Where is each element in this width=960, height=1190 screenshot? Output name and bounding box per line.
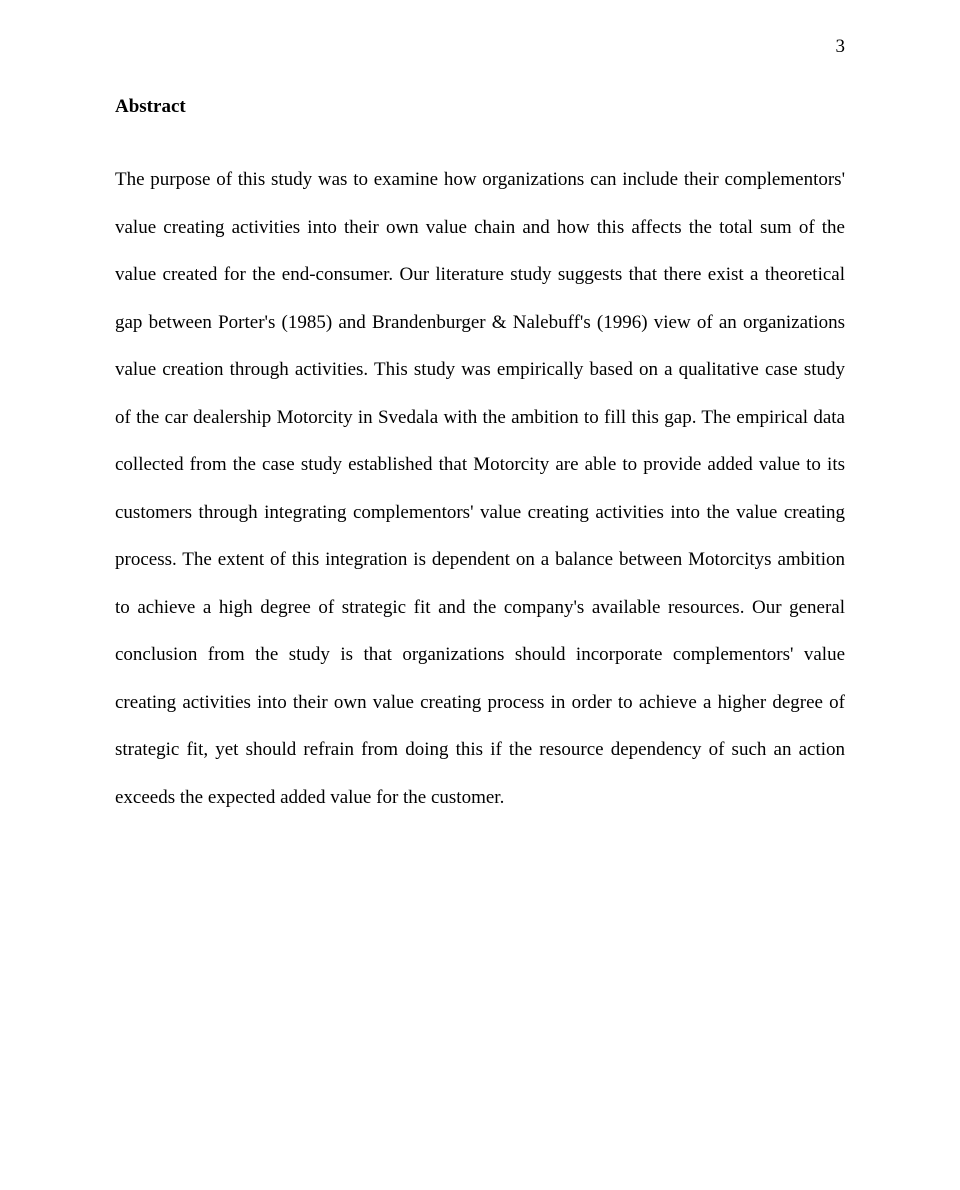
content-area: Abstract The purpose of this study was t…	[115, 96, 845, 821]
abstract-body: The purpose of this study was to examine…	[115, 156, 845, 821]
abstract-heading: Abstract	[115, 96, 845, 118]
page-number: 3	[836, 36, 846, 58]
